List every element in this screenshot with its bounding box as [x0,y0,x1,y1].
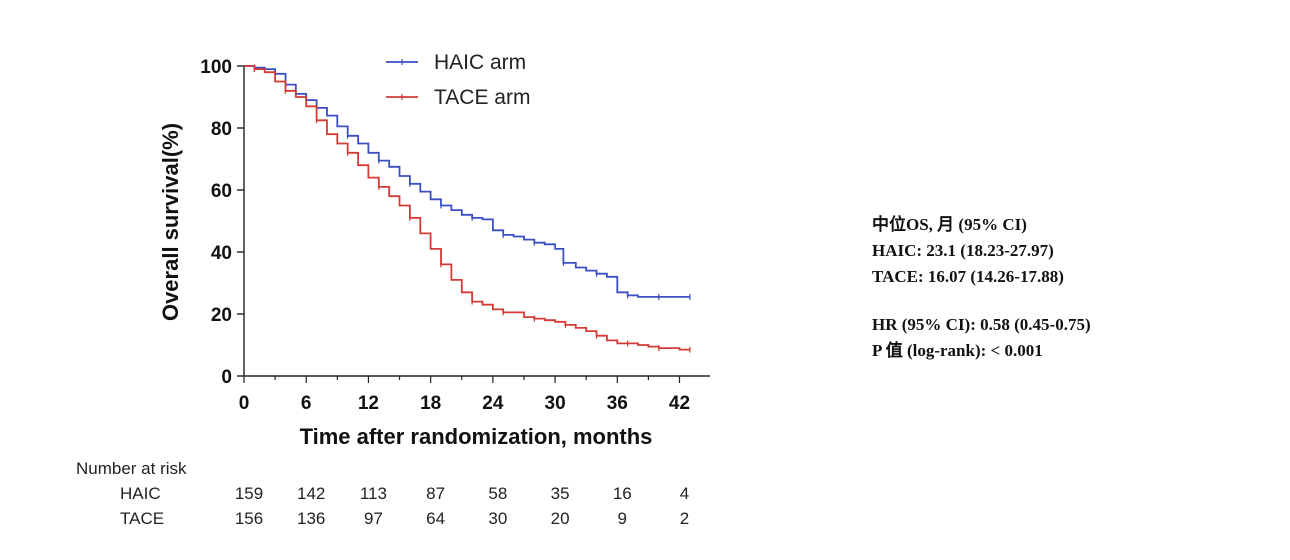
risk-count: 113 [360,484,387,503]
risk-count: 58 [488,484,507,503]
legend-label-tace-arm: TACE arm [434,86,530,109]
risk-count: 9 [618,509,627,528]
legend-label-haic-arm: HAIC arm [434,51,526,74]
x-tick-label: 30 [545,393,566,414]
x-tick-label: 18 [420,393,441,414]
x-tick-label: 24 [482,393,504,414]
tace-arm-curve [244,65,690,351]
x-tick-label: 42 [669,393,690,414]
risk-table: Number at risk HAIC 159 142 113 87 58 35 16 4 TAC… [76,459,689,528]
legend: HAIC arm TACE arm [386,51,530,109]
x-axis: 0 6 12 18 24 30 36 42 [239,375,710,414]
risk-count: 142 [297,484,325,503]
hazard-ratio: HR (95% CI): 0.58 (0.45-0.75) [872,315,1091,334]
y-axis: 0 20 40 60 80 100 [200,57,245,388]
tace-median-os: TACE: 16.07 (14.26-17.88) [872,267,1064,286]
risk-table-title: Number at risk [76,459,187,478]
risk-count: 97 [364,509,383,528]
y-tick-label: 80 [211,119,232,140]
risk-count: 156 [235,509,263,528]
risk-count: 64 [426,509,445,528]
risk-count: 2 [680,509,689,528]
x-tick-label: 36 [607,393,628,414]
x-axis-title: Time after randomization, months [300,424,653,449]
p-value: P 值 (log-rank): < 0.001 [872,341,1043,360]
risk-count: 4 [680,484,689,503]
risk-row-label: HAIC [120,484,161,503]
risk-count: 20 [551,509,570,528]
risk-count: 35 [551,484,570,503]
y-axis-title: Overall survival(%) [158,123,183,321]
risk-count: 30 [488,509,507,528]
y-tick-label: 100 [200,57,232,78]
x-tick-label: 0 [239,393,250,414]
y-tick-label: 60 [211,181,232,202]
risk-count: 16 [613,484,632,503]
risk-count: 87 [426,484,445,503]
y-tick-label: 0 [221,367,232,388]
y-tick-label: 20 [211,305,232,326]
x-tick-label: 6 [301,393,312,414]
x-tick-label: 12 [358,393,379,414]
haic-median-os: HAIC: 23.1 (18.23-27.97) [872,241,1054,260]
stats-panel: 中位OS, 月 (95% CI) HAIC: 23.1 (18.23-27.97… [872,212,1091,364]
median-os-header: 中位OS, 月 (95% CI) [872,215,1027,234]
risk-row-label: TACE [120,509,164,528]
survival-curves [244,64,691,353]
risk-count: 159 [235,484,263,503]
y-tick-label: 40 [211,243,232,264]
risk-count: 136 [297,509,325,528]
